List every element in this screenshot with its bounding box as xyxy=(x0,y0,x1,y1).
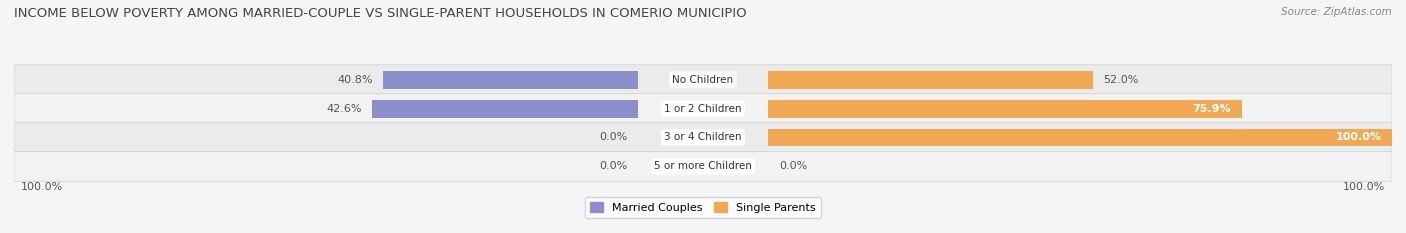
Text: INCOME BELOW POVERTY AMONG MARRIED-COUPLE VS SINGLE-PARENT HOUSEHOLDS IN COMERIO: INCOME BELOW POVERTY AMONG MARRIED-COUPL… xyxy=(14,7,747,20)
Text: 75.9%: 75.9% xyxy=(1192,103,1232,113)
Text: 40.8%: 40.8% xyxy=(337,75,373,85)
FancyBboxPatch shape xyxy=(14,94,1392,123)
Legend: Married Couples, Single Parents: Married Couples, Single Parents xyxy=(585,197,821,218)
Text: 100.0%: 100.0% xyxy=(1343,182,1385,192)
Text: 52.0%: 52.0% xyxy=(1102,75,1139,85)
Bar xyxy=(769,71,1092,89)
Text: 0.0%: 0.0% xyxy=(599,133,627,143)
Text: 100.0%: 100.0% xyxy=(21,182,63,192)
FancyBboxPatch shape xyxy=(14,123,1392,152)
Text: 0.0%: 0.0% xyxy=(599,161,627,171)
FancyBboxPatch shape xyxy=(14,65,1392,94)
Bar xyxy=(769,129,1392,147)
Text: 0.0%: 0.0% xyxy=(779,161,807,171)
Bar xyxy=(384,71,637,89)
FancyBboxPatch shape xyxy=(14,152,1392,181)
Bar xyxy=(373,99,637,117)
Bar xyxy=(769,99,1241,117)
Text: 1 or 2 Children: 1 or 2 Children xyxy=(664,103,742,113)
Text: 3 or 4 Children: 3 or 4 Children xyxy=(664,133,742,143)
Text: 100.0%: 100.0% xyxy=(1336,133,1382,143)
Text: 5 or more Children: 5 or more Children xyxy=(654,161,752,171)
Text: Source: ZipAtlas.com: Source: ZipAtlas.com xyxy=(1281,7,1392,17)
Text: No Children: No Children xyxy=(672,75,734,85)
Text: 42.6%: 42.6% xyxy=(326,103,361,113)
